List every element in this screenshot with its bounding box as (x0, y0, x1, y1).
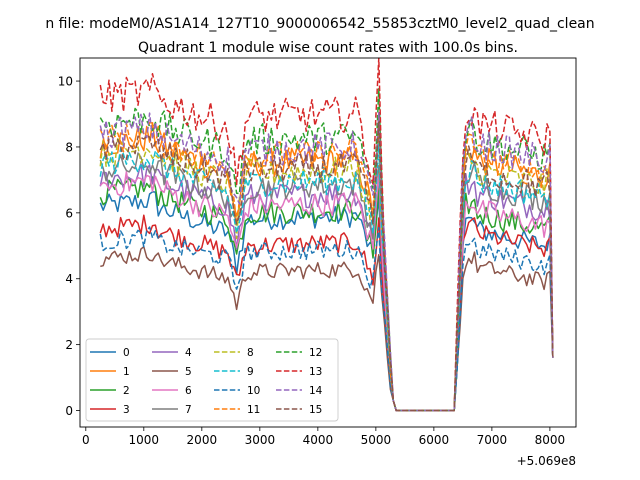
series-line-12 (99, 87, 554, 412)
y-tick-label-0: 0 (65, 404, 73, 418)
x-tick-label-7: 7000 (477, 433, 508, 447)
axes-frame (79, 57, 577, 428)
x-tick-label-3: 3000 (245, 433, 276, 447)
x-tick-label-4: 4000 (303, 433, 334, 447)
legend-label-3: 3 (123, 404, 130, 416)
legend-label-8: 8 (247, 347, 254, 359)
legend-label-2: 2 (123, 385, 130, 397)
legend-label-10: 10 (247, 385, 260, 397)
legend-frame (85, 338, 339, 422)
y-axis: 0 2 4 6 8 10 (58, 75, 80, 418)
y-tick-label-3: 6 (65, 206, 73, 220)
x-tick-label-8: 8000 (535, 433, 566, 447)
legend-label-6: 6 (185, 385, 192, 397)
legend-label-4: 4 (185, 347, 192, 359)
legend-label-12: 12 (309, 347, 322, 359)
series-line-9 (99, 143, 554, 412)
y-tick-label-5: 10 (58, 75, 73, 89)
legend-label-11: 11 (247, 404, 260, 416)
series-line-2 (99, 176, 554, 412)
series-line-14 (99, 111, 554, 412)
legend-label-1: 1 (123, 366, 130, 378)
figure-suptitle: n file: modeM0/AS1A14_127T10_9000006542_… (45, 16, 594, 32)
y-tick-label-1: 2 (65, 338, 73, 352)
x-tick-label-0: 0 (82, 433, 90, 447)
x-tick-label-2: 2000 (187, 433, 218, 447)
x-axis: 0 1000 2000 3000 4000 5000 6000 7000 8000 (82, 427, 565, 447)
legend-label-9: 9 (247, 366, 254, 378)
x-offset-label: +5.069e8 (517, 454, 576, 468)
x-tick-label-1: 1000 (129, 433, 160, 447)
legend-label-5: 5 (185, 366, 192, 378)
legend-label-14: 14 (309, 385, 323, 397)
chart-title: Quadrant 1 module wise count rates with … (138, 40, 518, 56)
y-tick-label-2: 4 (65, 272, 73, 286)
y-tick-label-4: 8 (65, 140, 73, 154)
series-line-13 (99, 57, 554, 412)
legend-label-15: 15 (309, 404, 322, 416)
series-line-10 (99, 226, 554, 412)
legend-label-13: 13 (309, 366, 322, 378)
series-line-11 (99, 115, 554, 412)
plot-lines (99, 57, 554, 412)
x-tick-label-5: 5000 (361, 433, 392, 447)
series-line-3 (99, 214, 554, 412)
series-line-5 (100, 245, 554, 412)
series-line-15 (99, 121, 554, 412)
legend-label-0: 0 (123, 347, 130, 359)
x-tick-label-6: 6000 (419, 433, 450, 447)
legend-label-7: 7 (185, 404, 192, 416)
